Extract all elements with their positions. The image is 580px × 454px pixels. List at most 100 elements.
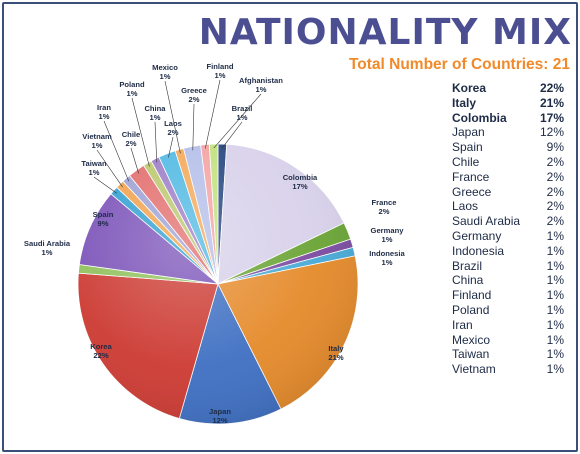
slice-label-korea: Korea [90,342,112,351]
legend-row-italy: Italy 21% [452,96,564,111]
legend-value: 1% [546,243,564,258]
slice-label-finland: Finland [207,62,234,71]
legend-value: 22% [539,81,564,95]
slice-pct-china: 1% [150,113,161,122]
legend-label: Korea [452,81,487,95]
leader-chile [130,147,139,174]
slice-labels: Brazil1%Colombia17%France2%Germany1%Indo… [24,62,406,425]
legend-value: 1% [546,332,564,347]
slice-pct-colombia: 17% [292,182,307,191]
leader-taiwan [93,176,117,194]
slice-label-saudi-arabia: Saudi Arabia [24,239,71,248]
legend-row-spain: Spain 9% [452,140,564,155]
legend-label: China [452,273,484,288]
leader-afghanistan [213,93,262,149]
legend-row-france: France 2% [452,170,564,185]
legend-value: 1% [546,228,564,243]
slice-pct-mexico: 1% [160,72,171,81]
legend-value: 2% [546,184,564,199]
slice-pct-iran: 1% [99,112,110,121]
legend-value: 2% [546,169,564,184]
slice-label-taiwan: Taiwan [81,159,107,168]
leader-brazil [221,121,243,149]
legend-label: Vietnam [452,362,496,377]
legend-label: Saudi Arabia [452,214,521,229]
legend-value: 1% [546,317,564,332]
legend-label: Japan [452,125,485,140]
legend-label: Greece [452,184,492,199]
legend-value: 9% [546,140,564,155]
slice-label-afghanistan: Afghanistan [239,76,283,85]
leader-lines [93,79,262,194]
slice-label-greece: Greece [181,86,207,95]
chart-title: NATIONALITY MIX [198,12,572,53]
slice-pct-greece: 2% [189,95,200,104]
slice-pct-japan: 12% [212,416,227,425]
legend-row-germany: Germany 1% [452,229,564,244]
slice-label-colombia: Colombia [283,173,318,182]
slice-label-france: France [372,198,397,207]
legend-row-laos: Laos 2% [452,199,564,214]
slice-pct-finland: 1% [215,71,226,80]
slice-label-japan: Japan [209,407,231,416]
legend-row-vietnam: Vietnam 1% [452,362,564,377]
legend-row-mexico: Mexico 1% [452,333,564,348]
legend-value: 1% [546,347,564,362]
leader-iran [103,120,130,182]
pie-slices [77,143,359,425]
leader-finland [205,79,221,149]
slice-pct-germany: 1% [382,235,393,244]
legend-label: Finland [452,288,492,303]
chart-subtitle: Total Number of Countries: 21 [348,56,570,73]
leader-laos [168,136,174,158]
slice-label-laos: Laos [164,119,182,128]
legend-label: Germany [452,228,502,243]
legend-value: 1% [546,288,564,303]
slice-pct-saudi-arabia: 1% [42,248,53,257]
legend-row-iran: Iran 1% [452,318,564,333]
legend-label: Taiwan [452,347,490,362]
slice-pct-spain: 9% [98,219,109,228]
legend-row-poland: Poland 1% [452,303,564,318]
legend-row-colombia: Colombia 17% [452,111,564,126]
legend-value: 1% [546,362,564,377]
legend-value: 1% [546,302,564,317]
legend-label: Chile [452,154,480,169]
legend-label: Spain [452,140,483,155]
legend-row-saudi-arabia: Saudi Arabia 2% [452,214,564,229]
leader-greece [192,103,195,151]
legend-label: Indonesia [452,243,505,258]
slice-pct-brazil: 1% [237,113,248,122]
slice-label-germany: Germany [371,226,405,235]
slice-pct-laos: 2% [168,128,179,137]
legend-label: Brazil [452,258,483,273]
slice-label-vietnam: Vietnam [82,132,112,141]
legend-value: 17% [539,110,564,125]
legend: Korea 22% Italy 21% Colombia 17% Japan 12% Spain… [452,81,564,377]
slice-pct-afghanistan: 1% [256,85,267,94]
legend-value: 12% [539,125,564,140]
slice-label-mexico: Mexico [152,63,178,72]
slice-label-iran: Iran [97,103,111,112]
legend-row-finland: Finland 1% [452,288,564,303]
slice-pct-italy: 21% [328,353,343,362]
legend-label: Laos [452,199,479,214]
legend-label: Colombia [452,110,507,125]
slice-label-chile: Chile [122,130,141,139]
slice-pct-korea: 22% [93,351,108,360]
slice-label-brazil: Brazil [232,104,253,113]
leader-china [154,121,158,163]
legend-label: Poland [452,302,490,317]
legend-value: 1% [546,273,564,288]
legend-row-japan: Japan 12% [452,125,564,140]
legend-row-indonesia: Indonesia 1% [452,244,564,259]
slice-pct-indonesia: 1% [382,258,393,267]
legend-row-brazil: Brazil 1% [452,259,564,274]
legend-label: Mexico [452,332,491,347]
slice-label-china: China [144,104,166,113]
legend-label: Iran [452,317,473,332]
legend-value: 21% [539,95,564,110]
slice-pct-vietnam: 1% [92,141,103,150]
legend-value: 2% [546,154,564,169]
